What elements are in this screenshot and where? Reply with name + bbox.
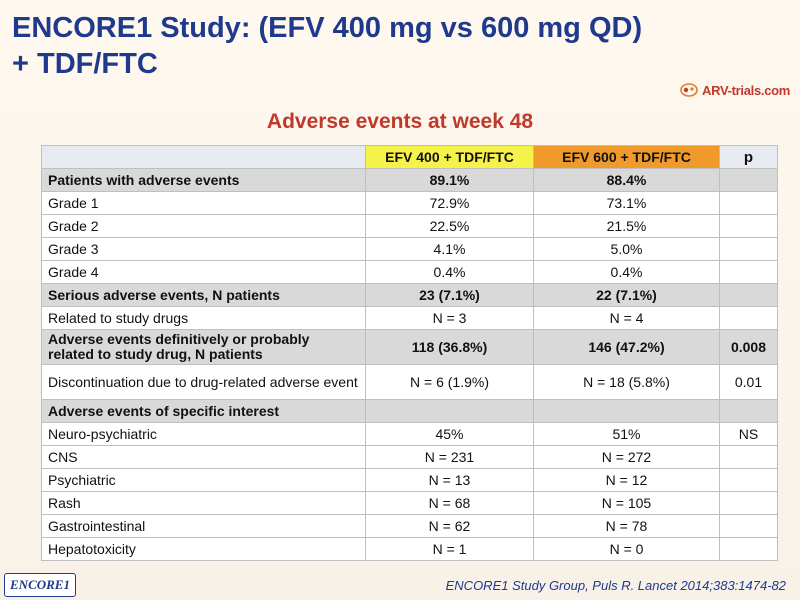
efv400-value: 45% <box>365 422 534 446</box>
efv600-value: 5.0% <box>533 237 720 261</box>
p-value <box>719 306 778 330</box>
table-row: Rash N = 68 N = 105 <box>41 491 778 515</box>
efv400-value <box>365 399 534 423</box>
efv400-value: 0.4% <box>365 260 534 284</box>
header-efv600: EFV 600 + TDF/FTC <box>533 145 720 169</box>
p-value <box>719 399 778 423</box>
efv400-value: 89.1% <box>365 168 534 192</box>
efv600-value: N = 18 (5.8%) <box>533 364 720 400</box>
citation: ENCORE1 Study Group, Puls R. Lancet 2014… <box>445 578 786 593</box>
efv600-value <box>533 399 720 423</box>
row-label: Adverse events definitively or probably … <box>41 329 366 365</box>
row-label: Grade 2 <box>41 214 366 238</box>
header-efv400: EFV 400 + TDF/FTC <box>365 145 534 169</box>
row-label: Adverse events of specific interest <box>41 399 366 423</box>
efv600-value: N = 272 <box>533 445 720 469</box>
efv600-value: N = 4 <box>533 306 720 330</box>
p-value <box>719 168 778 192</box>
efv600-value: 146 (47.2%) <box>533 329 720 365</box>
p-value <box>719 491 778 515</box>
slide-title: ENCORE1 Study: (EFV 400 mg vs 600 mg QD)… <box>12 10 712 82</box>
efv400-value: 22.5% <box>365 214 534 238</box>
row-label: CNS <box>41 445 366 469</box>
efv400-value: 118 (36.8%) <box>365 329 534 365</box>
efv600-value: 73.1% <box>533 191 720 215</box>
efv400-value: N = 68 <box>365 491 534 515</box>
table-row: Neuro-psychiatric 45% 51% NS <box>41 422 778 446</box>
adverse-events-table: EFV 400 + TDF/FTC EFV 600 + TDF/FTC p Pa… <box>41 145 778 561</box>
efv400-value: 23 (7.1%) <box>365 283 534 307</box>
efv400-value: 72.9% <box>365 191 534 215</box>
efv600-value: N = 12 <box>533 468 720 492</box>
table-row: CNS N = 231 N = 272 <box>41 445 778 469</box>
p-value: 0.008 <box>719 329 778 365</box>
header-blank-cell <box>41 145 366 169</box>
p-value <box>719 537 778 561</box>
p-value: NS <box>719 422 778 446</box>
table-row: Grade 2 22.5% 21.5% <box>41 214 778 238</box>
table-heading: Adverse events at week 48 <box>266 110 534 133</box>
row-label: Rash <box>41 491 366 515</box>
efv600-value: N = 78 <box>533 514 720 538</box>
p-value <box>719 283 778 307</box>
efv400-value: N = 1 <box>365 537 534 561</box>
table-row: Related to study drugs N = 3 N = 4 <box>41 306 778 330</box>
row-label: Grade 3 <box>41 237 366 261</box>
row-label: Discontinuation due to drug-related adve… <box>41 364 366 400</box>
p-value <box>719 260 778 284</box>
efv400-value: N = 62 <box>365 514 534 538</box>
arv-trials-logo: ARV-trials.com <box>680 80 790 100</box>
efv600-value: 22 (7.1%) <box>533 283 720 307</box>
efv600-value: N = 0 <box>533 537 720 561</box>
table-row: Adverse events definitively or probably … <box>41 329 778 365</box>
table-row: Adverse events of specific interest <box>41 399 778 423</box>
title-line-2: + TDF/FTC <box>12 48 158 80</box>
row-label: Related to study drugs <box>41 306 366 330</box>
row-label: Serious adverse events, N patients <box>41 283 366 307</box>
p-value: 0.01 <box>719 364 778 400</box>
table-row: Grade 4 0.4% 0.4% <box>41 260 778 284</box>
p-value <box>719 445 778 469</box>
study-badge: ENCORE1 <box>4 573 76 597</box>
efv400-value: 4.1% <box>365 237 534 261</box>
row-label: Patients with adverse events <box>41 168 366 192</box>
p-value <box>719 514 778 538</box>
efv600-value: N = 105 <box>533 491 720 515</box>
efv600-value: 0.4% <box>533 260 720 284</box>
p-value <box>719 191 778 215</box>
header-row: EFV 400 + TDF/FTC EFV 600 + TDF/FTC p <box>41 145 778 169</box>
table-row: Psychiatric N = 13 N = 12 <box>41 468 778 492</box>
brand-name: ARV-trials.com <box>702 82 791 98</box>
row-label: Psychiatric <box>41 468 366 492</box>
efv400-value: N = 3 <box>365 306 534 330</box>
table-row: Gastrointestinal N = 62 N = 78 <box>41 514 778 538</box>
efv400-value: N = 13 <box>365 468 534 492</box>
table-row: Serious adverse events, N patients 23 (7… <box>41 283 778 307</box>
p-value <box>719 237 778 261</box>
table-row: Hepatotoxicity N = 1 N = 0 <box>41 537 778 561</box>
title-line-1: ENCORE1 Study: (EFV 400 mg vs 600 mg QD) <box>12 12 643 44</box>
table-row: Grade 1 72.9% 73.1% <box>41 191 778 215</box>
efv400-value: N = 6 (1.9%) <box>365 364 534 400</box>
p-value <box>719 468 778 492</box>
row-label: Grade 1 <box>41 191 366 215</box>
efv600-value: 51% <box>533 422 720 446</box>
header-p-value: p <box>719 145 778 169</box>
row-label: Grade 4 <box>41 260 366 284</box>
row-label: Gastrointestinal <box>41 514 366 538</box>
efv600-value: 88.4% <box>533 168 720 192</box>
table-row: Discontinuation due to drug-related adve… <box>41 364 778 400</box>
row-label: Neuro-psychiatric <box>41 422 366 446</box>
table-row: Grade 3 4.1% 5.0% <box>41 237 778 261</box>
efv600-value: 21.5% <box>533 214 720 238</box>
arv-logo-icon <box>680 83 698 97</box>
efv400-value: N = 231 <box>365 445 534 469</box>
p-value <box>719 214 778 238</box>
table-row: Patients with adverse events 89.1% 88.4% <box>41 168 778 192</box>
row-label: Hepatotoxicity <box>41 537 366 561</box>
